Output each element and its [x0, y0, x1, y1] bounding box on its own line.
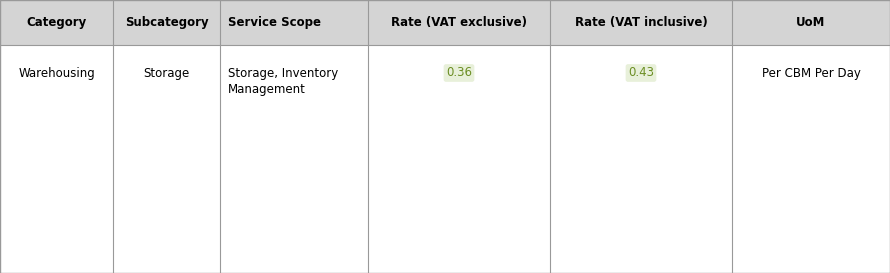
- Text: Subcategory: Subcategory: [125, 16, 208, 29]
- Text: Per CBM Per Day: Per CBM Per Day: [762, 67, 861, 79]
- Text: Storage, Inventory: Storage, Inventory: [228, 67, 338, 79]
- Text: Category: Category: [27, 16, 86, 29]
- Text: Warehousing: Warehousing: [18, 67, 95, 79]
- Bar: [0, 0, 890, 45]
- Text: Storage: Storage: [143, 67, 190, 79]
- Text: Rate (VAT exclusive): Rate (VAT exclusive): [391, 16, 527, 29]
- Text: Service Scope: Service Scope: [228, 16, 321, 29]
- Text: 0.36: 0.36: [446, 67, 472, 79]
- Text: Management: Management: [228, 82, 306, 96]
- Text: 0.43: 0.43: [628, 67, 654, 79]
- Text: Rate (VAT inclusive): Rate (VAT inclusive): [575, 16, 708, 29]
- Text: UoM: UoM: [797, 16, 826, 29]
